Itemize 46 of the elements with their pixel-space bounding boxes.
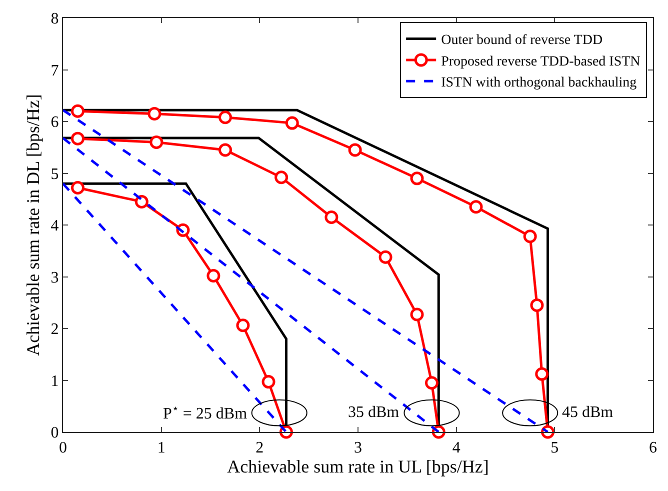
y-tick-label: 3	[50, 269, 59, 286]
annotation: 35 dBm	[348, 404, 400, 421]
point	[535, 367, 549, 381]
x-tick-label: 5	[550, 439, 559, 456]
point	[71, 132, 84, 146]
point	[150, 135, 164, 149]
point	[285, 116, 299, 130]
point	[324, 210, 338, 224]
point	[218, 143, 232, 157]
y-tick-label: 6	[50, 114, 59, 132]
x-tick-label: 6	[649, 439, 657, 456]
x-tick-label: 1	[157, 439, 166, 456]
y-tick-label: 7	[50, 62, 59, 80]
point	[530, 298, 544, 312]
point	[425, 376, 438, 390]
legend-label: Outer bound of reverse TDD	[441, 33, 603, 48]
y-tick-label: 4	[50, 218, 59, 235]
point	[523, 230, 537, 244]
x-axis-title: Achievable sum rate in UL [bps/Hz]	[227, 456, 489, 476]
point	[206, 268, 220, 282]
point	[236, 318, 250, 332]
point	[71, 104, 84, 118]
y-tick-label: 1	[50, 372, 59, 390]
legend-label: ISTN with orthogonal backhauling	[441, 76, 637, 91]
point	[378, 250, 392, 264]
point	[410, 172, 424, 186]
y-axis-title: Achievable sum rate in DL [bps/Hz]	[22, 94, 43, 356]
x-tick-label: 3	[354, 439, 362, 456]
y-tick-label: 5	[50, 166, 59, 183]
point	[134, 194, 148, 208]
annotation: P$^{⋆}$ = 25 dBm	[163, 403, 248, 423]
point	[262, 375, 276, 389]
x-tick-label: 4	[452, 439, 460, 456]
point	[410, 308, 424, 322]
y-tick-label: 8	[50, 10, 59, 28]
point	[218, 110, 232, 124]
point	[148, 106, 162, 120]
y-tick-label: 2	[50, 321, 59, 338]
point	[469, 200, 483, 214]
point	[71, 180, 84, 194]
point	[348, 143, 362, 157]
annotation: 45 dBm	[562, 404, 614, 421]
point	[274, 170, 288, 184]
x-tick-label: 2	[256, 439, 264, 456]
legend-label: Proposed reverse TDD-based ISTN	[441, 54, 640, 70]
y-tick-label: 0	[50, 424, 59, 442]
